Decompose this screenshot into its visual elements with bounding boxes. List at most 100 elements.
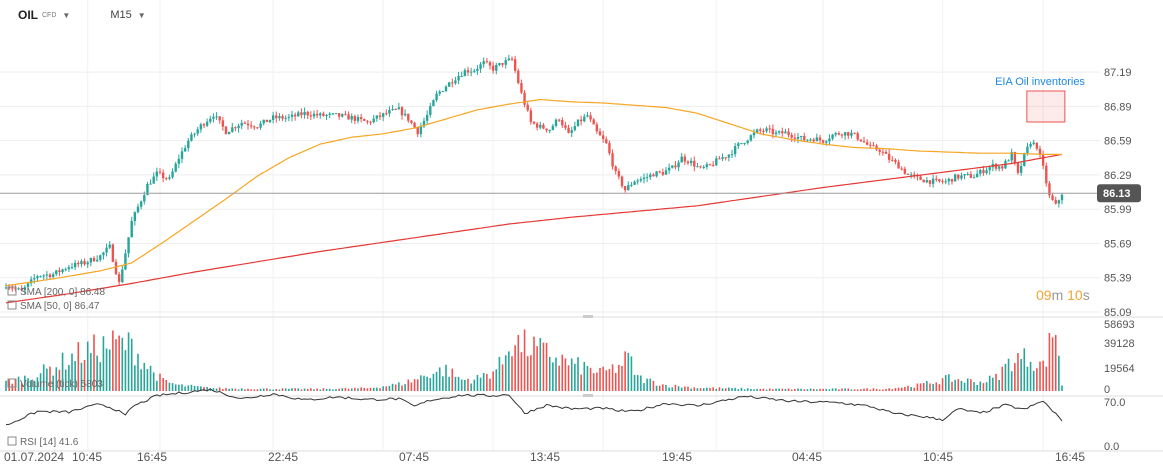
candle-body [768, 128, 771, 130]
volume-bar [291, 388, 293, 391]
candle-body [161, 172, 165, 179]
time-tick-label: 19:45 [662, 450, 692, 464]
volume-bar [360, 387, 362, 391]
eia-event-box[interactable] [1026, 90, 1066, 123]
price-tick-label: 87.19 [1104, 67, 1132, 79]
symbol-label[interactable]: OIL [18, 8, 38, 22]
pane-resize-handle[interactable] [583, 394, 593, 397]
timeframe-dropdown-caret-icon[interactable]: ▼ [137, 10, 146, 20]
volume-bar [636, 375, 639, 391]
candle-body [510, 58, 514, 60]
volume-bar [627, 352, 630, 391]
candle-body [385, 113, 388, 115]
volume-bar [753, 389, 755, 391]
volume-bar [674, 384, 677, 391]
volume-bar [20, 383, 23, 391]
current-price-tag: 86.13 [1097, 184, 1141, 203]
volume-bar [526, 356, 529, 391]
candle-body [554, 119, 558, 126]
candle-body [334, 113, 338, 115]
volume-bar [121, 337, 124, 391]
volume-bar [413, 379, 416, 391]
volume-bar [382, 386, 384, 391]
candle-body [397, 107, 401, 110]
candle-body [149, 183, 152, 185]
eia-event-label[interactable]: EIA Oil inventories [995, 76, 1085, 88]
volume-bar [640, 375, 642, 391]
volume-bar [39, 373, 42, 391]
volume-bar [385, 386, 388, 391]
candle-body [881, 151, 885, 153]
volume-bar [621, 365, 623, 391]
candle-body [853, 132, 856, 134]
candle-body [884, 152, 888, 154]
candle-body [482, 61, 485, 65]
volume-bar [319, 389, 322, 391]
candle-body [331, 113, 335, 115]
volume-bar [599, 367, 601, 391]
candle-body [573, 126, 577, 131]
candle-body [83, 261, 86, 265]
sma-50-legend[interactable]: SMA [50, 0] 86.47 [20, 301, 100, 312]
volume-bar [366, 388, 369, 391]
candle-body [73, 262, 77, 268]
rsi-legend-settings-icon[interactable] [7, 436, 17, 446]
candle-body [130, 220, 133, 238]
volume-bar [728, 387, 730, 391]
candle-body [337, 113, 341, 117]
volume-bar [822, 388, 824, 391]
candle-body [114, 261, 118, 275]
volume-bar [294, 388, 296, 391]
candle-body [796, 136, 800, 139]
volume-bar [916, 383, 919, 391]
time-tick-label: 01.07.2024 [4, 450, 64, 464]
pane-resize-handle[interactable] [583, 315, 593, 318]
candle-body [158, 171, 162, 173]
volume-bar [222, 389, 224, 391]
candle-body [579, 119, 583, 122]
volume-bar [218, 387, 221, 391]
volume-bar [379, 388, 381, 391]
volume-bar [772, 389, 774, 391]
volume-bar [580, 374, 582, 391]
candle-body [988, 167, 991, 171]
symbol-dropdown-caret-icon[interactable]: ▼ [62, 10, 71, 20]
candle-body [463, 70, 467, 77]
volume-bars [5, 329, 1063, 391]
volume-bar [168, 382, 171, 391]
volume-bar [187, 385, 190, 391]
candle-body [344, 114, 347, 116]
candle-body [26, 283, 30, 288]
volume-bar [586, 365, 589, 391]
timeframe-selector[interactable]: M15 [110, 9, 132, 21]
volume-bar [570, 358, 573, 391]
event-marker[interactable]: EIA Oil inventories [995, 76, 1085, 123]
volume-legend-settings-icon[interactable] [7, 378, 17, 388]
volume-bar [794, 388, 796, 391]
candle-body [815, 137, 819, 142]
candle-body [693, 160, 696, 167]
candle-body [381, 113, 385, 117]
candle-body [847, 132, 850, 136]
volume-bar [432, 373, 435, 391]
candle-body [80, 261, 83, 265]
candle-body [67, 267, 71, 270]
volume-bar [24, 375, 26, 391]
sma-50-legend-settings-icon[interactable] [7, 300, 17, 310]
candle-body [11, 287, 14, 289]
candle-body [394, 109, 397, 111]
candle-body [818, 137, 822, 141]
sma-200-legend-settings-icon[interactable] [7, 286, 17, 296]
volume-legend[interactable]: Volume (tick) 5803 [20, 379, 103, 390]
candle-body [542, 124, 545, 129]
candle-body [1026, 146, 1029, 153]
volume-bar [275, 389, 278, 391]
sma-200-legend[interactable]: SMA [200, 0] 86.48 [20, 287, 105, 298]
volume-bar [61, 352, 64, 391]
volume-bar [482, 373, 485, 391]
volume-bar [872, 388, 875, 391]
candle-body [290, 114, 294, 117]
candle-body [501, 63, 504, 65]
rsi-legend[interactable]: RSI [14] 41.6 [20, 437, 79, 448]
